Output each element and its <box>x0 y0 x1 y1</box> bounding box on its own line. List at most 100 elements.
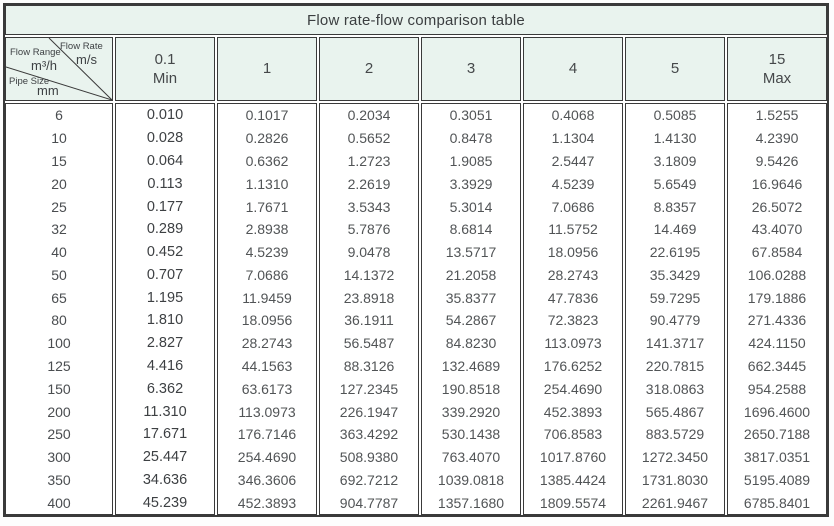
flow-range-value: 0.2826 <box>245 130 289 147</box>
flow-range-value: 6.362 <box>146 380 184 397</box>
flow-range-value: 127.2345 <box>339 380 399 397</box>
flow-range-value: 35.8377 <box>445 289 497 306</box>
flow-range-value: 141.3717 <box>645 335 705 352</box>
flow-range-value: 3.1809 <box>653 152 697 169</box>
flow-range-column-3: 0.3051 0.8478 1.9085 3.3929 5.3014 8.6814 13.5… <box>421 103 521 515</box>
flow-range-value: 7.0686 <box>245 266 289 283</box>
table-title: Flow rate-flow comparison table <box>5 5 827 35</box>
flow-range-value: 179.1886 <box>747 289 807 306</box>
flow-range-value: 11.9459 <box>242 289 292 306</box>
column-header-label: 5 <box>670 60 680 78</box>
flow-range-value: 56.5487 <box>343 335 395 352</box>
column-header-label: 0.1 <box>154 50 176 68</box>
flow-range-value: 132.4689 <box>441 357 501 374</box>
flow-range-column-2: 0.2034 0.5652 1.2723 2.2619 3.5343 5.7876 9.04… <box>319 103 419 515</box>
flow-range-value: 4.2390 <box>755 130 799 147</box>
flow-range-value: 1.5255 <box>755 107 799 124</box>
flow-range-value: 17.671 <box>142 426 188 443</box>
flow-range-value: 11.5752 <box>548 221 598 238</box>
column-header-2: 2 <box>319 37 419 101</box>
flow-range-value: 226.1947 <box>339 403 399 420</box>
flow-range-value: 1.1304 <box>551 130 595 147</box>
flow-range-value: 508.9380 <box>339 449 399 466</box>
pipe-size-value: 80 <box>51 312 67 329</box>
flow-range-value: 0.177 <box>146 198 184 215</box>
flow-range-value: 190.8518 <box>441 380 501 397</box>
flow-range-value: 2.2619 <box>347 175 391 192</box>
flow-range-value: 7.0686 <box>551 198 595 215</box>
flow-range-value: 254.4690 <box>543 380 603 397</box>
column-header-sublabel: Max <box>762 70 792 87</box>
flow-range-value: 3.3929 <box>449 175 493 192</box>
corner-header-cell: Flow Rate m/s Flow Range m³/h Pipe Size … <box>5 37 113 101</box>
pipe-size-value: 400 <box>47 494 71 511</box>
flow-range-value: 883.5729 <box>645 426 705 443</box>
flow-range-value: 0.064 <box>146 152 184 169</box>
flow-range-column-0-1: 0.010 0.028 0.064 0.113 0.177 0.289 0.452 0.707… <box>115 103 215 515</box>
column-header-5: 5 <box>625 37 725 101</box>
flow-range-value: 424.1150 <box>748 335 806 352</box>
flow-range-value: 1.2723 <box>347 152 391 169</box>
flow-range-value: 530.1438 <box>441 426 501 443</box>
flow-range-value: 106.0288 <box>747 266 807 283</box>
flow-range-value: 1017.8760 <box>539 449 607 466</box>
flow-range-value: 692.7212 <box>339 471 399 488</box>
flow-range-value: 176.6252 <box>543 357 603 374</box>
flow-range-value: 16.9646 <box>751 175 803 192</box>
flow-range-value: 4.416 <box>146 357 184 374</box>
flow-range-value: 8.8357 <box>653 198 697 215</box>
flow-range-value: 47.7836 <box>547 289 599 306</box>
flow-comparison-table: Flow rate-flow comparison table Flow Rat… <box>3 3 829 517</box>
pipe-size-value: 32 <box>51 221 67 238</box>
corner-pipe-size-unit: mm <box>37 83 59 98</box>
flow-range-value: 346.3606 <box>237 471 297 488</box>
flow-range-value: 5.6549 <box>653 175 697 192</box>
flow-range-value: 3.5343 <box>347 198 391 215</box>
flow-range-value: 4.5239 <box>551 175 595 192</box>
flow-range-value: 34.636 <box>142 471 188 488</box>
flow-range-value: 88.3126 <box>343 357 395 374</box>
flow-range-value: 662.3445 <box>747 357 807 374</box>
pipe-size-value: 10 <box>51 130 67 147</box>
flow-range-value: 0.113 <box>147 175 183 192</box>
pipe-size-value: 20 <box>51 175 67 192</box>
flow-range-value: 339.2920 <box>441 403 501 420</box>
flow-range-value: 452.3893 <box>543 403 603 420</box>
flow-range-value: 63.6173 <box>241 380 293 397</box>
flow-range-value: 59.7295 <box>649 289 701 306</box>
flow-range-value: 2261.9467 <box>641 494 709 511</box>
pipe-size-value: 100 <box>47 335 71 352</box>
flow-range-value: 1.810 <box>146 312 184 329</box>
flow-range-value: 84.8230 <box>445 335 497 352</box>
pipe-size-value: 350 <box>47 471 71 488</box>
flow-range-value: 11.310 <box>143 403 187 420</box>
flow-range-value: 254.4690 <box>237 449 297 466</box>
pipe-size-value: 15 <box>51 152 67 169</box>
flow-range-value: 0.2034 <box>347 107 391 124</box>
flow-range-value: 176.7146 <box>237 426 297 443</box>
flow-range-value: 35.3429 <box>649 266 701 283</box>
pipe-size-value: 25 <box>51 198 67 215</box>
flow-range-value: 0.5085 <box>653 107 697 124</box>
flow-range-value: 0.4068 <box>551 107 595 124</box>
flow-range-value: 904.7787 <box>339 494 399 511</box>
flow-range-value: 54.2867 <box>445 312 497 329</box>
flow-range-value: 22.6195 <box>649 244 701 261</box>
flow-range-value: 763.4070 <box>441 449 501 466</box>
flow-range-value: 2.8938 <box>245 221 289 238</box>
flow-range-value: 1.195 <box>146 289 184 306</box>
flow-range-value: 2.827 <box>146 335 184 352</box>
flow-range-value: 14.1372 <box>343 266 395 283</box>
flow-range-value: 9.0478 <box>347 244 391 261</box>
column-header-15: 15 Max <box>727 37 827 101</box>
flow-range-value: 363.4292 <box>339 426 399 443</box>
flow-range-value: 5195.4089 <box>743 471 811 488</box>
flow-range-column-5: 0.5085 1.4130 3.1809 5.6549 8.8357 14.469 22.6… <box>625 103 725 515</box>
pipe-size-value: 150 <box>47 380 71 397</box>
flow-range-value: 1809.5574 <box>539 494 607 511</box>
pipe-size-value: 300 <box>47 449 71 466</box>
flow-range-value: 5.3014 <box>449 198 493 215</box>
flow-range-value: 2650.7188 <box>743 426 811 443</box>
flow-range-value: 0.010 <box>146 107 184 124</box>
